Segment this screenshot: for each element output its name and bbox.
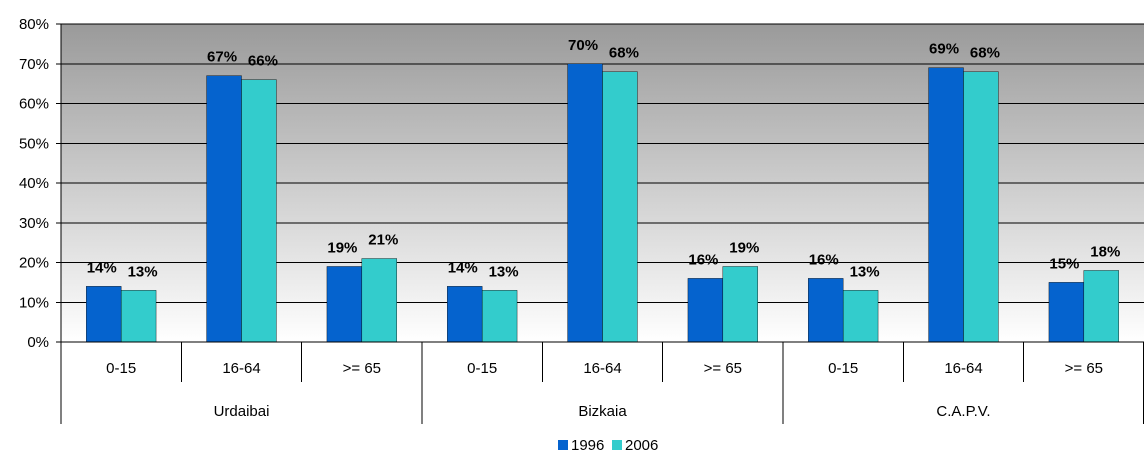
category-label: 16-64: [222, 360, 260, 377]
data-label: 68%: [609, 45, 639, 62]
category-label: >= 65: [1065, 360, 1103, 377]
y-tick-label: 30%: [19, 215, 49, 232]
y-tick-label: 20%: [19, 255, 49, 272]
bar: [723, 266, 758, 342]
bar: [207, 76, 242, 342]
bar: [568, 64, 603, 342]
data-label: 69%: [929, 41, 959, 58]
data-label: 16%: [809, 251, 839, 268]
y-tick-label: 70%: [19, 56, 49, 73]
bar: [603, 72, 638, 342]
data-label: 66%: [248, 53, 278, 70]
bars: 14% 13% 67% 66% 19% 21% 14% 13% 70% 68% 16% 19% 16% 1…: [86, 37, 1120, 342]
bar: [447, 286, 482, 342]
y-axis: 0% 10% 20% 30% 40% 50% 60% 70% 80%: [19, 16, 61, 351]
data-label: 14%: [87, 259, 117, 276]
bar: [482, 290, 517, 342]
category-label: >= 65: [704, 360, 742, 377]
y-tick-label: 10%: [19, 294, 49, 311]
bar: [86, 286, 121, 342]
bar: [964, 72, 999, 342]
bar: [929, 68, 964, 342]
y-tick-label: 50%: [19, 135, 49, 152]
data-label: 70%: [568, 37, 598, 54]
group-label: Urdaibai: [214, 403, 270, 420]
bar: [121, 290, 156, 342]
data-label: 19%: [327, 239, 357, 256]
data-label: 18%: [1090, 243, 1120, 260]
category-label: >= 65: [343, 360, 381, 377]
data-label: 13%: [489, 263, 519, 280]
bar: [242, 80, 277, 342]
y-tick-label: 40%: [19, 175, 49, 192]
legend-swatch: [558, 440, 568, 450]
category-label: 16-64: [583, 360, 621, 377]
category-label: 16-64: [944, 360, 982, 377]
legend-label: 2006: [625, 437, 658, 454]
x-axis: 0-15 16-64 >= 65 0-15 16-64 >= 65 0-15 16-64 >= …: [61, 342, 1144, 424]
data-label: 21%: [368, 232, 398, 249]
data-label: 68%: [970, 45, 1000, 62]
category-label: 0-15: [828, 360, 858, 377]
bar: [1084, 270, 1119, 342]
y-tick-label: 60%: [19, 96, 49, 113]
legend: 1996 2006: [558, 437, 658, 454]
group-label: C.A.P.V.: [936, 403, 990, 420]
bar: [1049, 282, 1084, 342]
data-label: 16%: [688, 251, 718, 268]
data-label: 67%: [207, 49, 237, 66]
y-tick-label: 0%: [27, 334, 49, 351]
data-label: 13%: [850, 263, 880, 280]
bar: [808, 278, 843, 342]
category-label: 0-15: [467, 360, 497, 377]
data-label: 14%: [448, 259, 478, 276]
y-tick-label: 80%: [19, 16, 49, 33]
bar: [843, 290, 878, 342]
data-label: 15%: [1049, 255, 1079, 272]
category-label: 0-15: [106, 360, 136, 377]
legend-label: 1996: [571, 437, 604, 454]
bar: [327, 266, 362, 342]
legend-swatch: [612, 440, 622, 450]
bar: [688, 278, 723, 342]
data-label: 19%: [729, 239, 759, 256]
bar: [362, 259, 397, 342]
group-label: Bizkaia: [578, 403, 627, 420]
data-label: 13%: [128, 263, 158, 280]
